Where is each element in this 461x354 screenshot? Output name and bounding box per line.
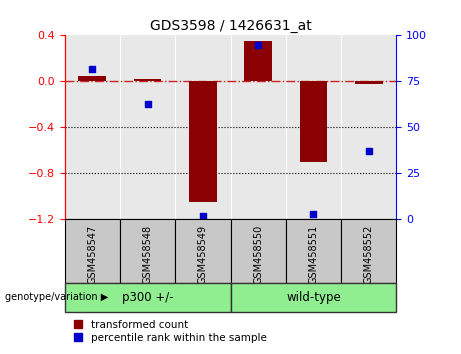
Point bbox=[199, 213, 207, 219]
Point bbox=[310, 211, 317, 217]
Text: GSM458550: GSM458550 bbox=[253, 224, 263, 284]
Point bbox=[89, 66, 96, 72]
Bar bbox=[134, 79, 161, 81]
Title: GDS3598 / 1426631_at: GDS3598 / 1426631_at bbox=[150, 19, 311, 33]
Bar bbox=[230, 283, 396, 312]
Bar bbox=[120, 219, 175, 283]
Text: GSM458549: GSM458549 bbox=[198, 224, 208, 284]
Text: GSM458552: GSM458552 bbox=[364, 224, 374, 284]
Bar bbox=[244, 41, 272, 81]
Legend: transformed count, percentile rank within the sample: transformed count, percentile rank withi… bbox=[70, 315, 271, 347]
Bar bbox=[65, 219, 120, 283]
Text: GSM458551: GSM458551 bbox=[308, 224, 319, 284]
Bar bbox=[300, 81, 327, 162]
Bar bbox=[230, 219, 286, 283]
Text: GSM458547: GSM458547 bbox=[87, 224, 97, 284]
Bar bbox=[355, 81, 383, 84]
Bar bbox=[65, 283, 230, 312]
Text: wild-type: wild-type bbox=[286, 291, 341, 304]
Point bbox=[254, 42, 262, 47]
Point bbox=[144, 101, 151, 106]
Bar bbox=[341, 219, 396, 283]
Text: p300 +/-: p300 +/- bbox=[122, 291, 173, 304]
Bar bbox=[189, 81, 217, 202]
Bar bbox=[286, 219, 341, 283]
Text: genotype/variation ▶: genotype/variation ▶ bbox=[5, 292, 108, 302]
Point bbox=[365, 149, 372, 154]
Bar bbox=[175, 219, 230, 283]
Bar bbox=[78, 76, 106, 81]
Text: GSM458548: GSM458548 bbox=[142, 224, 153, 284]
